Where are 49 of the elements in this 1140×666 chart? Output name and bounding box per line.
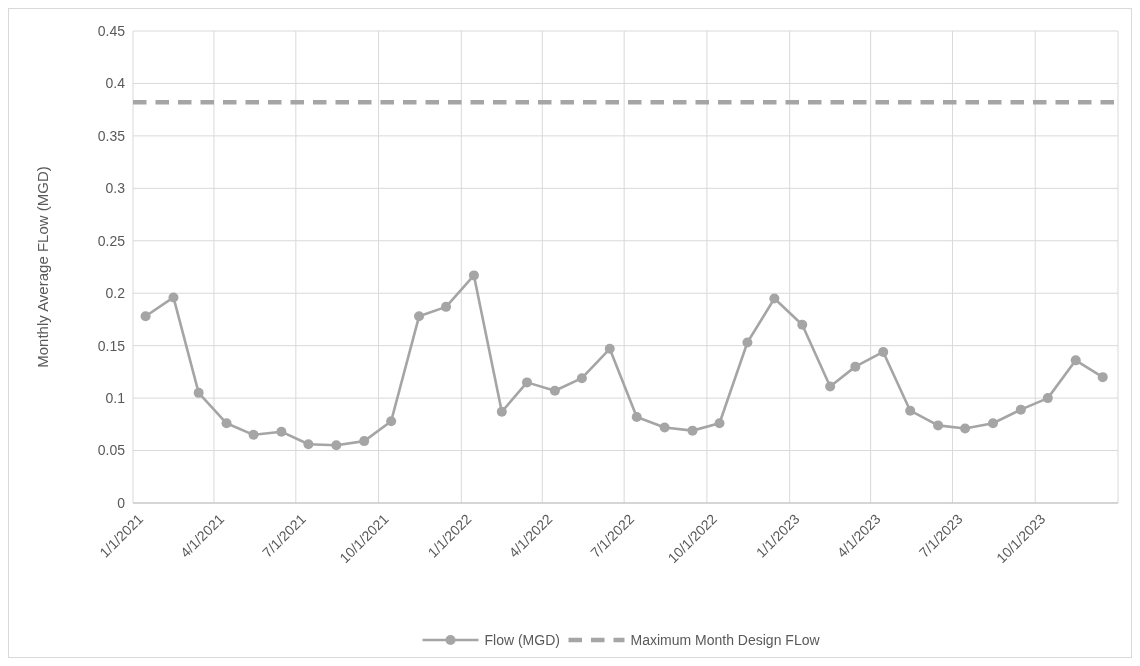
point <box>850 361 861 372</box>
y-tick-label: 0.05 <box>97 442 126 459</box>
y-tick-label: 0.45 <box>97 22 126 39</box>
point <box>522 377 532 388</box>
point <box>303 439 314 450</box>
point <box>468 270 479 281</box>
point <box>414 311 425 322</box>
point <box>549 385 560 396</box>
point <box>933 420 944 431</box>
point <box>714 418 725 429</box>
point <box>631 411 642 422</box>
point <box>276 426 287 437</box>
point <box>168 292 179 303</box>
point <box>359 436 370 447</box>
point <box>987 418 998 429</box>
point <box>604 343 615 354</box>
point <box>687 425 698 436</box>
point <box>193 387 204 398</box>
y-tick-label: 0.4 <box>105 75 126 92</box>
y-tick-label: 0.2 <box>105 285 126 302</box>
point <box>742 337 753 348</box>
y-tick-label: 0.1 <box>105 390 126 407</box>
point <box>1097 372 1108 383</box>
point <box>905 405 916 416</box>
point <box>221 418 232 429</box>
point <box>878 346 889 357</box>
point <box>386 416 397 427</box>
point <box>797 319 808 330</box>
point <box>659 422 670 433</box>
point <box>1070 355 1081 366</box>
legend-label: Maximum Month Design FLow <box>630 631 821 648</box>
y-tick-label: 0 <box>117 494 126 511</box>
point <box>1042 393 1053 404</box>
point <box>960 423 971 434</box>
point <box>441 301 452 312</box>
point <box>496 406 507 417</box>
point <box>1015 404 1026 415</box>
legend-label: Flow (MGD) <box>484 631 560 648</box>
y-tick-label: 0.35 <box>97 127 126 144</box>
point <box>248 429 259 440</box>
point <box>825 381 836 392</box>
point <box>140 311 151 322</box>
point <box>576 373 587 384</box>
point <box>769 293 780 304</box>
y-tick-label: 0.25 <box>97 232 126 249</box>
point <box>331 440 342 451</box>
y-tick-label: 0.15 <box>97 337 126 354</box>
y-tick-label: 0.3 <box>105 180 126 197</box>
y-axis-title: Monthly Average FLow (MGD) <box>34 166 51 368</box>
